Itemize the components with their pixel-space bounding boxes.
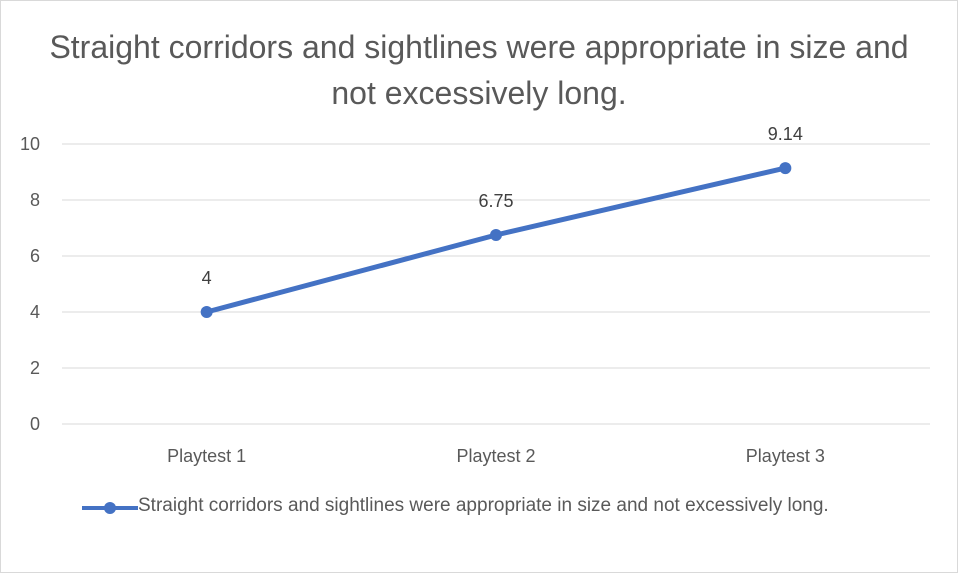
x-tick-label: Playtest 1 bbox=[167, 446, 246, 466]
y-tick-label: 6 bbox=[30, 246, 40, 266]
y-tick-label: 8 bbox=[30, 190, 40, 210]
data-point bbox=[779, 162, 792, 175]
y-axis-ticks: 0 2 4 6 8 10 bbox=[20, 134, 40, 434]
y-tick-label: 2 bbox=[30, 358, 40, 378]
data-point bbox=[490, 229, 502, 241]
x-tick-label: Playtest 3 bbox=[746, 446, 825, 466]
x-tick-label: Playtest 2 bbox=[456, 446, 535, 466]
data-labels: 4 6.75 9.14 bbox=[202, 124, 803, 288]
legend: Straight corridors and sightlines were a… bbox=[82, 492, 902, 552]
data-label: 6.75 bbox=[478, 191, 513, 211]
legend-series-label: Straight corridors and sightlines were a… bbox=[138, 495, 829, 516]
data-label: 4 bbox=[202, 268, 212, 288]
chart-title: Straight corridors and sightlines were a… bbox=[49, 29, 909, 111]
y-tick-label: 4 bbox=[30, 302, 40, 322]
y-tick-label: 0 bbox=[30, 414, 40, 434]
y-tick-label: 10 bbox=[20, 134, 40, 154]
data-label: 9.14 bbox=[768, 124, 803, 144]
data-point bbox=[200, 306, 213, 318]
x-axis-ticks: Playtest 1 Playtest 2 Playtest 3 bbox=[167, 446, 825, 466]
legend-series-marker bbox=[82, 502, 138, 514]
gridlines bbox=[62, 143, 930, 425]
series-group bbox=[200, 162, 792, 318]
